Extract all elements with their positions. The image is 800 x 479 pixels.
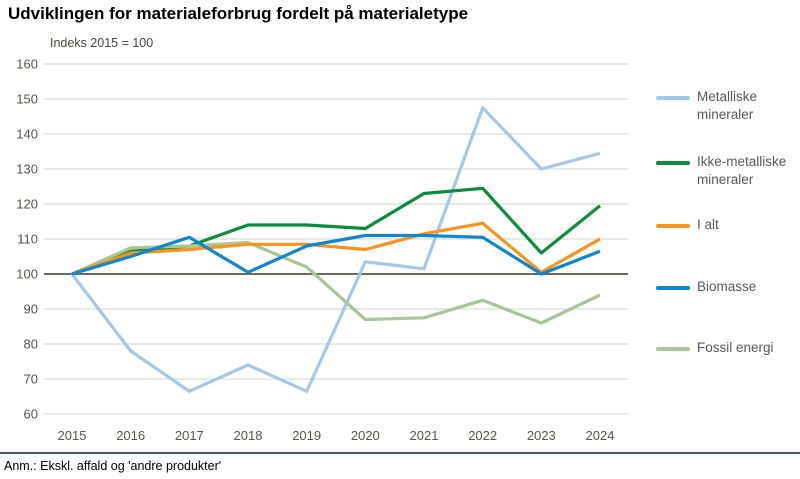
footnote-divider bbox=[0, 452, 800, 454]
y-axis-tick-label: 120 bbox=[16, 197, 38, 212]
legend-item-biomasse: Biomasse bbox=[656, 278, 797, 296]
y-axis-tick-label: 140 bbox=[16, 127, 38, 142]
legend-item-ikke-metalliske-mineraler: Ikke-metalliske mineraler bbox=[656, 153, 797, 189]
series-line-biomasse bbox=[71, 233, 601, 276]
legend-line-swatch bbox=[656, 224, 690, 228]
y-axis-tick-label: 70 bbox=[24, 372, 38, 387]
x-axis-tick-label: 2015 bbox=[58, 428, 87, 443]
x-axis-tick-label: 2023 bbox=[527, 428, 556, 443]
series-line-i-alt bbox=[71, 221, 601, 276]
chart-subtitle: Indeks 2015 = 100 bbox=[50, 36, 154, 50]
x-axis-tick-label: 2020 bbox=[351, 428, 380, 443]
line-chart-plot: 60 70 80 90 100 110 120 130 140 150 160 2015 2016 201… bbox=[16, 57, 628, 443]
y-axis-tick-label: 150 bbox=[16, 92, 38, 107]
x-axis-tick-label: 2017 bbox=[175, 428, 204, 443]
x-axis-tick-label: 2016 bbox=[116, 428, 145, 443]
y-axis-tick-label: 110 bbox=[17, 232, 38, 247]
legend-label: Biomasse bbox=[697, 279, 757, 294]
y-axis-tick-label: 60 bbox=[24, 407, 38, 422]
y-axis-tick-label: 160 bbox=[16, 57, 38, 72]
series-line-ikke-metalliske-mineraler bbox=[71, 186, 602, 276]
x-axis-tick-label: 2021 bbox=[410, 428, 439, 443]
legend-label: Metalliske mineraler bbox=[697, 89, 758, 122]
x-axis-tick-label: 2022 bbox=[468, 428, 497, 443]
legend-item-fossil-energi: Fossil energi bbox=[656, 339, 797, 357]
series-line-metalliske-mineraler bbox=[70, 106, 601, 393]
legend-item-metalliske-mineraler: Metalliske mineraler bbox=[656, 88, 797, 124]
legend-item-i-alt: I alt bbox=[656, 216, 797, 234]
y-axis-tick-label: 80 bbox=[24, 337, 38, 352]
x-axis-tick-label: 2024 bbox=[586, 428, 615, 443]
legend-label: I alt bbox=[697, 217, 719, 232]
legend-line-swatch bbox=[656, 161, 690, 165]
y-axis-tick-label: 100 bbox=[16, 267, 38, 282]
y-axis-tick-label: 130 bbox=[16, 162, 38, 177]
legend-line-swatch bbox=[656, 286, 690, 290]
x-axis-tick-label: 2018 bbox=[234, 428, 263, 443]
page-title: Udviklingen for materialeforbrug fordelt… bbox=[8, 4, 469, 23]
y-axis-tick-label: 90 bbox=[24, 302, 38, 317]
x-axis-tick-label: 2019 bbox=[292, 428, 321, 443]
legend-label: Fossil energi bbox=[697, 340, 774, 355]
legend-line-swatch bbox=[656, 347, 690, 351]
legend-line-swatch bbox=[656, 96, 690, 100]
footnote-text: Anm.: Ekskl. affald og 'andre produkter' bbox=[4, 459, 222, 473]
legend-label: Ikke-metalliske mineraler bbox=[697, 154, 787, 187]
